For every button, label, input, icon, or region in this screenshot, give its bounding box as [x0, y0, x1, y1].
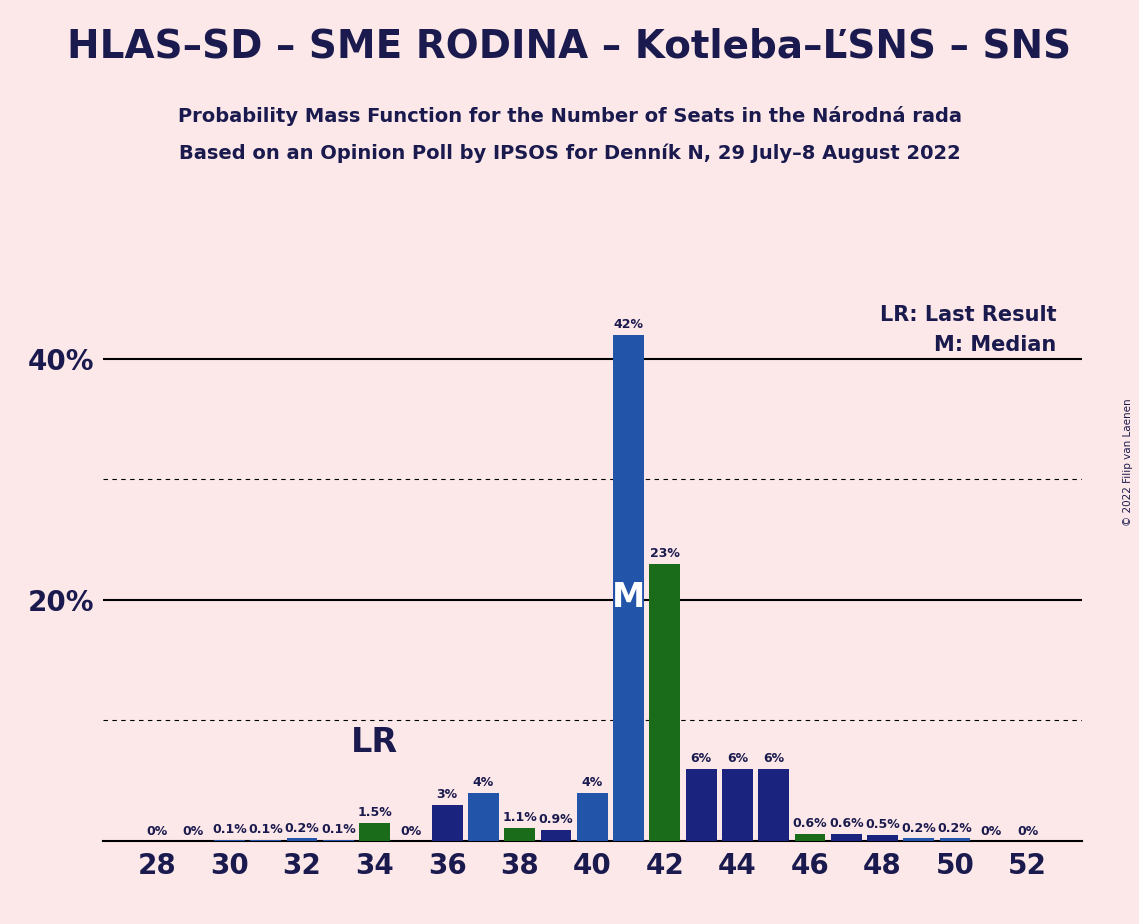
- Bar: [722, 769, 753, 841]
- Text: 0%: 0%: [981, 825, 1002, 838]
- Bar: [830, 833, 862, 841]
- Text: 0.2%: 0.2%: [901, 821, 936, 834]
- Text: 0%: 0%: [182, 825, 204, 838]
- Text: 3%: 3%: [436, 788, 458, 801]
- Bar: [649, 564, 680, 841]
- Text: 0%: 0%: [146, 825, 167, 838]
- Bar: [287, 838, 318, 841]
- Bar: [867, 834, 898, 841]
- Bar: [759, 769, 789, 841]
- Bar: [322, 840, 354, 841]
- Text: 0.5%: 0.5%: [866, 818, 900, 832]
- Text: 4%: 4%: [582, 776, 603, 789]
- Text: 23%: 23%: [650, 547, 680, 560]
- Text: M: M: [612, 581, 645, 614]
- Text: 4%: 4%: [473, 776, 494, 789]
- Bar: [251, 840, 281, 841]
- Bar: [468, 793, 499, 841]
- Text: 0.2%: 0.2%: [937, 821, 973, 834]
- Bar: [576, 793, 608, 841]
- Text: 42%: 42%: [614, 318, 644, 331]
- Bar: [359, 822, 390, 841]
- Bar: [795, 833, 826, 841]
- Text: Based on an Opinion Poll by IPSOS for Denník N, 29 July–8 August 2022: Based on an Opinion Poll by IPSOS for De…: [179, 143, 960, 163]
- Text: 0.2%: 0.2%: [285, 821, 319, 834]
- Text: 1.1%: 1.1%: [502, 811, 538, 824]
- Text: 0.1%: 0.1%: [212, 823, 247, 836]
- Bar: [940, 838, 970, 841]
- Text: 0%: 0%: [400, 825, 421, 838]
- Text: HLAS–SD – SME RODINA – Kotleba–ĽSNS – SNS: HLAS–SD – SME RODINA – Kotleba–ĽSNS – SN…: [67, 28, 1072, 66]
- Text: 0%: 0%: [1017, 825, 1039, 838]
- Text: LR: LR: [351, 726, 399, 759]
- Text: M: Median: M: Median: [934, 334, 1057, 355]
- Bar: [505, 828, 535, 841]
- Bar: [432, 805, 462, 841]
- Text: Probability Mass Function for the Number of Seats in the Národná rada: Probability Mass Function for the Number…: [178, 106, 961, 127]
- Text: 0.1%: 0.1%: [321, 823, 355, 836]
- Text: LR: Last Result: LR: Last Result: [880, 305, 1057, 324]
- Text: 6%: 6%: [763, 752, 785, 765]
- Bar: [903, 838, 934, 841]
- Text: 6%: 6%: [690, 752, 712, 765]
- Text: 0.9%: 0.9%: [539, 813, 573, 826]
- Text: 1.5%: 1.5%: [358, 806, 392, 820]
- Bar: [613, 334, 644, 841]
- Text: 0.6%: 0.6%: [829, 817, 863, 830]
- Text: © 2022 Filip van Laenen: © 2022 Filip van Laenen: [1123, 398, 1133, 526]
- Bar: [686, 769, 716, 841]
- Bar: [214, 840, 245, 841]
- Bar: [541, 830, 572, 841]
- Text: 0.1%: 0.1%: [248, 823, 284, 836]
- Text: 6%: 6%: [727, 752, 748, 765]
- Text: 0.6%: 0.6%: [793, 817, 827, 830]
